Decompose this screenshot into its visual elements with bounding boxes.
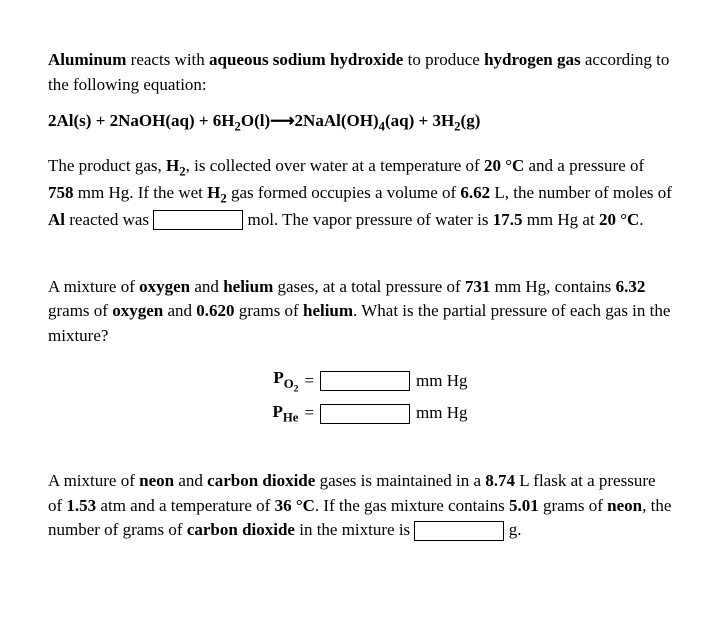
q2-input-he[interactable] bbox=[320, 404, 410, 424]
q2-label-o2: PO2 bbox=[252, 366, 298, 396]
q1-intro: Aluminum reacts with aqueous sodium hydr… bbox=[48, 48, 672, 97]
equals-sign: = bbox=[304, 369, 314, 394]
question-2: A mixture of oxygen and helium gases, at… bbox=[48, 275, 672, 428]
q2-input-o2[interactable] bbox=[320, 371, 410, 391]
q2-row-o2: PO2 = mm Hg bbox=[252, 366, 467, 396]
q3-answer-input[interactable] bbox=[414, 521, 504, 541]
q2-unit-he: mm Hg bbox=[416, 401, 467, 426]
question-3: A mixture of neon and carbon dioxide gas… bbox=[48, 469, 672, 543]
q2-row-he: PHe = mm Hg bbox=[252, 400, 467, 427]
q2-unit-o2: mm Hg bbox=[416, 369, 467, 394]
q3-body-before: A mixture of neon and carbon dioxide gas… bbox=[48, 471, 671, 539]
q2-body: A mixture of oxygen and helium gases, at… bbox=[48, 275, 672, 349]
q1-body-after: mol. The vapor pressure of water is 17.5… bbox=[243, 210, 643, 229]
q1-equation: 2Al(s) + 2NaOH(aq) + 6H2O(l)⟶2NaAl(OH)4(… bbox=[48, 109, 672, 136]
q1-answer-input[interactable] bbox=[153, 210, 243, 230]
question-1: Aluminum reacts with aqueous sodium hydr… bbox=[48, 48, 672, 233]
q3-unit: g. bbox=[504, 520, 521, 539]
q2-answers: PO2 = mm Hg PHe = mm Hg bbox=[48, 366, 672, 427]
q1-body: The product gas, H2, is collected over w… bbox=[48, 154, 672, 232]
equals-sign: = bbox=[304, 401, 314, 426]
q2-label-he: PHe bbox=[252, 400, 298, 427]
